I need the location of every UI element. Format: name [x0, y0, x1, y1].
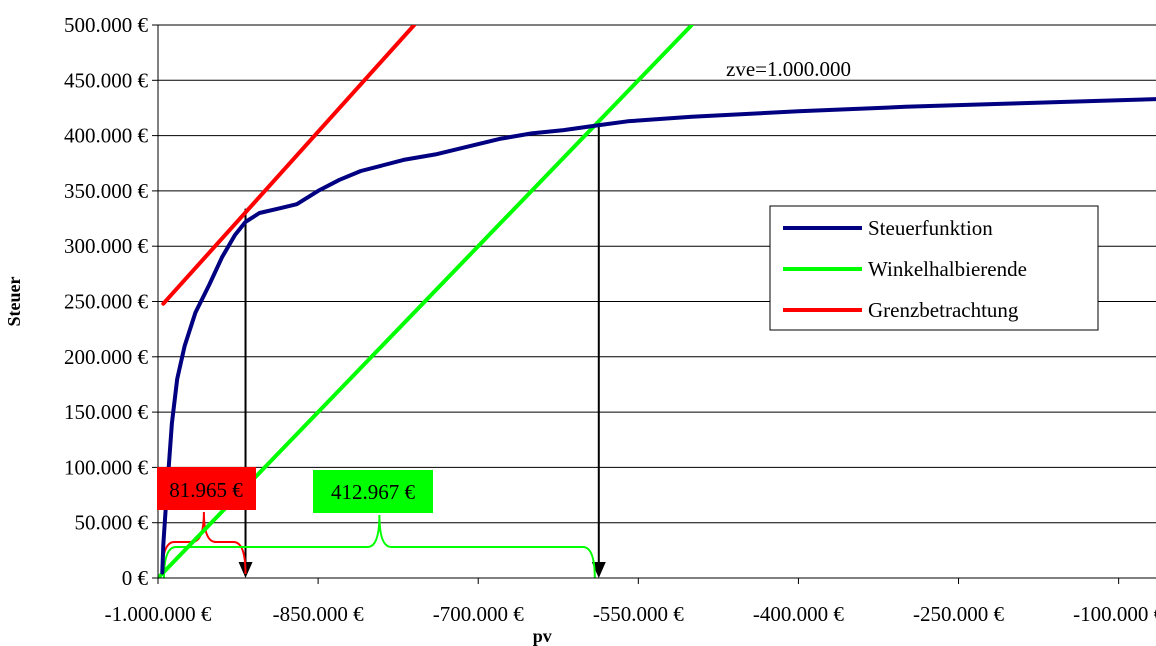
annotation-box-red [157, 467, 256, 510]
annotation-box-green [313, 470, 433, 513]
x-tick-label: -100.000 € [1073, 602, 1156, 626]
x-tick-label: -550.000 € [593, 602, 684, 626]
annotation-label-red: 81.965 € [169, 478, 243, 502]
green-brace [163, 514, 596, 579]
y-tick-label: 400.000 € [64, 124, 149, 148]
gridlines [158, 24, 1156, 524]
annotation-zve: zve=1.000.000 [726, 57, 851, 81]
x-tick-labels: -1.000.000 € -850.000 € -700.000 € -550.000… [105, 602, 1156, 626]
y-tick-labels: 0 € 50.000 € 100.000 € 150.000 € 200.000 € 25… [64, 13, 149, 590]
series-line-steuerfunktion [160, 97, 1156, 575]
x-tick-label: -400.000 € [753, 602, 844, 626]
x-tick-label: -250.000 € [913, 602, 1004, 626]
y-tick-label: 300.000 € [64, 234, 149, 258]
legend-label: Grenzbetrachtung [868, 298, 1019, 322]
y-tick-label: 350.000 € [64, 179, 149, 203]
x-axis-title: pv [533, 626, 552, 646]
annotations: zve=1.000.000 81.965 € 412.967 € [157, 57, 851, 513]
legend-label: Winkelhalbierende [868, 257, 1027, 281]
y-tick-label: 100.000 € [64, 455, 149, 479]
y-tick-label: 200.000 € [64, 345, 149, 369]
braces-layer [161, 511, 596, 579]
y-tick-label: 500.000 € [64, 13, 149, 37]
y-axis-title: Steuer [4, 276, 24, 326]
series-line-grenzbetrachtung [161, 25, 417, 306]
y-tick-label: 50.000 € [75, 511, 149, 535]
legend-label: Steuerfunktion [868, 216, 993, 240]
y-tick-label: 0 € [122, 566, 149, 590]
red-brace [161, 511, 247, 575]
legend: Steuerfunktion Winkelhalbierende Grenzbetr… [769, 205, 1099, 331]
y-tick-label: 450.000 € [64, 68, 149, 92]
y-tick-label: 150.000 € [64, 400, 149, 424]
annotation-label-green: 412.967 € [331, 480, 416, 504]
y-tick-label: 250.000 € [64, 290, 149, 314]
drop-arrowhead [591, 562, 606, 578]
x-tick-label: -1.000.000 € [105, 602, 212, 626]
x-tick-label: -850.000 € [273, 602, 364, 626]
x-tick-label: -700.000 € [433, 602, 524, 626]
